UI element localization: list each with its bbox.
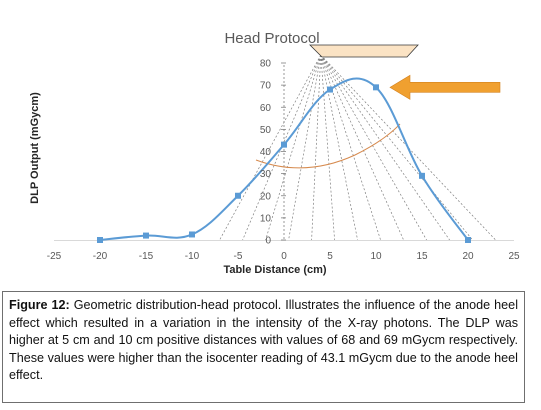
y-tick-label: 60 — [260, 103, 272, 114]
data-point — [373, 84, 379, 91]
data-point — [189, 231, 195, 238]
x-tick-label: -10 — [185, 251, 200, 262]
beam-line — [219, 54, 322, 241]
axes — [54, 62, 514, 241]
y-tick-label: 20 — [260, 191, 272, 202]
heel-curve-line — [255, 123, 401, 169]
y-tick-label: 40 — [260, 147, 272, 158]
caption-text: Geometric distribution-head protocol. Il… — [9, 298, 518, 383]
data-point — [143, 232, 149, 239]
x-tick-label: -15 — [139, 251, 154, 262]
y-tick-label: 80 — [260, 59, 272, 70]
y-tick-label: 70 — [260, 81, 272, 92]
data-point — [419, 172, 425, 179]
beam-line — [288, 54, 322, 241]
x-tick-label: 5 — [327, 251, 333, 262]
tube-shape — [309, 44, 419, 58]
chart-title: Head Protocol — [224, 30, 319, 47]
y-tick-label: 0 — [265, 236, 271, 247]
x-tick-label: 10 — [370, 251, 382, 262]
y-tick-label: 30 — [260, 169, 272, 180]
chart-text: Head Protocol Table Distance (cm) DLP Ou… — [29, 30, 520, 276]
beam-line — [320, 54, 381, 241]
beam-line — [265, 54, 322, 241]
caption-label: Figure 12: — [9, 298, 70, 312]
chart: Head Protocol Table Distance (cm) DLP Ou… — [29, 30, 520, 276]
x-tick-label: 25 — [508, 251, 520, 262]
x-tick-label: 0 — [281, 251, 287, 262]
x-tick-label: -25 — [47, 251, 62, 262]
data-point — [281, 141, 287, 148]
x-tick-label: 15 — [416, 251, 428, 262]
beam-line — [320, 54, 335, 241]
data-point — [97, 237, 103, 243]
x-tick-label: 20 — [462, 251, 474, 262]
beam-line — [320, 54, 404, 241]
x-ray-tube — [309, 44, 419, 58]
data-point — [465, 237, 471, 243]
heel-curve — [255, 123, 401, 169]
series-layer — [97, 77, 471, 243]
arrow-shape — [389, 74, 501, 100]
y-tick-label: 50 — [260, 125, 272, 136]
beam-line — [320, 54, 358, 241]
beam-line — [320, 54, 450, 241]
x-tick-label: -20 — [93, 251, 108, 262]
x-axis-title: Table Distance (cm) — [223, 264, 326, 276]
x-tick-label: -5 — [234, 251, 243, 262]
data-point — [327, 86, 333, 93]
y-axis-title: DLP Output (mGycm) — [29, 92, 41, 204]
y-tick-label: 10 — [260, 213, 272, 224]
peak-arrow — [389, 74, 501, 100]
beam-line — [320, 54, 496, 241]
beam-line — [311, 54, 322, 241]
beam-line — [320, 54, 427, 241]
data-point — [235, 192, 241, 199]
series-line — [99, 77, 469, 241]
figure-caption: Figure 12: Geometric distribution-head p… — [2, 291, 525, 403]
